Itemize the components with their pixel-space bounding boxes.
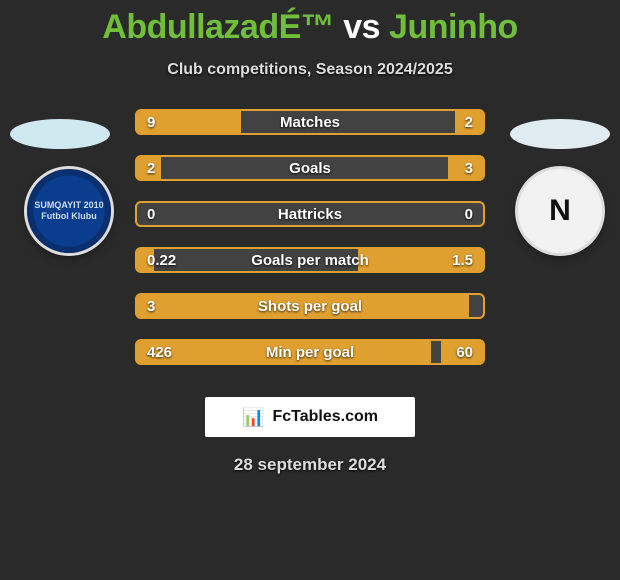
player2-name: Juninho <box>389 8 518 46</box>
club-badge-right: N <box>518 169 602 253</box>
bar-label: Min per goal <box>137 341 483 363</box>
bar-label: Goals <box>137 157 483 179</box>
bar-label: Shots per goal <box>137 295 483 317</box>
bar-label: Matches <box>137 111 483 133</box>
chart-icon: 📊 <box>242 407 264 428</box>
club-badge-right-inner: N <box>533 184 587 238</box>
subtitle: Club competitions, Season 2024/2025 <box>0 61 620 79</box>
snapshot-date: 28 september 2024 <box>0 455 620 475</box>
country-flag-left <box>10 119 110 149</box>
country-flag-right <box>510 119 610 149</box>
attribution-text: FcTables.com <box>272 408 378 426</box>
stat-bar-row: 00Hattricks <box>135 201 485 227</box>
player1-name: AbdullazadÉ™ <box>102 8 334 46</box>
comparison-arena: SUMQAYIT 2010 Futbol Klubu N 92Matches 23… <box>0 109 620 389</box>
attribution: 📊 FcTables.com <box>205 397 415 437</box>
comparison-title: AbdullazadÉ™ vs Juninho <box>0 0 620 47</box>
stat-bar-row: 92Matches <box>135 109 485 135</box>
stat-bar-row: 42660Min per goal <box>135 339 485 365</box>
stat-bar-row: 0.221.5Goals per match <box>135 247 485 273</box>
stat-bar-row: 23Goals <box>135 155 485 181</box>
bar-label: Hattricks <box>137 203 483 225</box>
club-badge-left: SUMQAYIT 2010 Futbol Klubu <box>27 169 111 253</box>
club-badge-left-label: SUMQAYIT 2010 Futbol Klubu <box>27 200 111 222</box>
bar-label: Goals per match <box>137 249 483 271</box>
club-badge-right-label: N <box>549 196 571 226</box>
stat-bar-row: 3Shots per goal <box>135 293 485 319</box>
stat-bars: 92Matches 23Goals 00Hattricks 0.221.5Goals … <box>135 109 485 385</box>
vs-text: vs <box>343 8 380 46</box>
